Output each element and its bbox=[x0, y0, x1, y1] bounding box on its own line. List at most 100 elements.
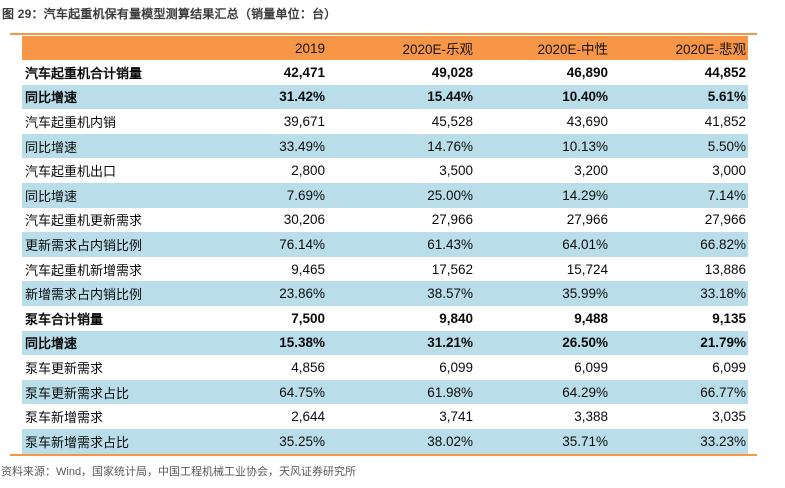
table-row: 泵车更新需求 4,856 6,099 6,099 6,099 bbox=[22, 355, 748, 380]
cell-value: 7.69% bbox=[286, 187, 325, 203]
table-body: 汽车起重机合计销量 42,471 49,028 46,890 44,852 同比增速 31.… bbox=[22, 60, 748, 454]
table-row: 汽车起重机更新需求 30,206 27,966 27,966 27,966 bbox=[22, 208, 748, 233]
cell-value: 15.38% bbox=[279, 335, 325, 351]
cell-value: 46,890 bbox=[566, 64, 608, 80]
cell-value: 9,840 bbox=[439, 310, 473, 326]
table-row: 同比增速 31.42% 15.44% 10.40% 5.61% bbox=[22, 84, 748, 110]
cell-value: 61.43% bbox=[427, 236, 473, 252]
table-row: 新增需求占内销比例 23.86% 38.57% 35.99% 33.18% bbox=[22, 281, 748, 306]
cell-value: 27,966 bbox=[704, 212, 746, 228]
cell-value: 14.76% bbox=[427, 138, 473, 154]
cell-value: 17,562 bbox=[431, 261, 473, 277]
row-label: 汽车起重机新增需求 bbox=[25, 262, 143, 278]
cell-value: 3,035 bbox=[712, 409, 746, 425]
cell-value: 42,471 bbox=[283, 64, 325, 80]
cell-value: 13,886 bbox=[704, 261, 746, 277]
cell-value: 14.29% bbox=[562, 187, 608, 203]
column-header: 2020E-乐观 bbox=[327, 36, 475, 60]
cell-value: 15,724 bbox=[566, 261, 608, 277]
cell-value: 25.00% bbox=[427, 187, 473, 203]
cell-value: 2,800 bbox=[291, 163, 325, 179]
cell-value: 5.50% bbox=[707, 138, 746, 154]
table-row: 同比增速 15.38% 31.21% 26.50% 21.79% bbox=[22, 330, 748, 356]
row-label: 汽车起重机更新需求 bbox=[25, 213, 143, 229]
table-bottom-rule bbox=[10, 454, 757, 456]
cell-value: 30,206 bbox=[283, 212, 325, 228]
row-label: 汽车起重机出口 bbox=[25, 164, 117, 180]
cell-value: 61.98% bbox=[427, 384, 473, 400]
column-header: 2020E-悲观 bbox=[610, 36, 748, 60]
cell-value: 66.82% bbox=[700, 236, 746, 252]
row-label: 泵车合计销量 bbox=[25, 311, 104, 327]
table-row: 汽车起重机合计销量 42,471 49,028 46,890 44,852 bbox=[22, 60, 748, 85]
row-label: 同比增速 bbox=[25, 188, 78, 204]
cell-value: 35.25% bbox=[279, 433, 325, 449]
row-label: 泵车更新需求 bbox=[25, 360, 104, 376]
cell-value: 10.13% bbox=[562, 138, 608, 154]
row-label: 同比增速 bbox=[25, 139, 78, 155]
cell-value: 4,856 bbox=[291, 359, 325, 375]
table-row: 泵车合计销量 7,500 9,840 9,488 9,135 bbox=[22, 306, 748, 331]
model-results-table: 2019 2020E-乐观 2020E-中性 2020E-悲观 汽车起重机合计销量 42… bbox=[22, 36, 748, 454]
row-label: 泵车新增需求占比 bbox=[25, 434, 130, 450]
row-label: 同比增速 bbox=[25, 336, 78, 352]
table-top-rule bbox=[10, 33, 757, 35]
row-label: 更新需求占内销比例 bbox=[25, 237, 143, 253]
cell-value: 39,671 bbox=[283, 113, 325, 129]
table-row: 泵车新增需求占比 35.25% 38.02% 35.71% 33.23% bbox=[22, 428, 748, 454]
table-header-row: 2019 2020E-乐观 2020E-中性 2020E-悲观 bbox=[22, 36, 748, 60]
row-label: 汽车起重机内销 bbox=[25, 114, 117, 130]
cell-value: 3,388 bbox=[574, 409, 608, 425]
table-row: 汽车起重机出口 2,800 3,500 3,200 3,000 bbox=[22, 158, 748, 183]
cell-value: 15.44% bbox=[427, 89, 473, 105]
cell-value: 21.79% bbox=[700, 335, 746, 351]
cell-value: 38.02% bbox=[427, 433, 473, 449]
cell-value: 44,852 bbox=[704, 64, 746, 80]
cell-value: 64.01% bbox=[562, 236, 608, 252]
cell-value: 66.77% bbox=[700, 384, 746, 400]
column-header-empty bbox=[22, 36, 192, 60]
cell-value: 41,852 bbox=[704, 113, 746, 129]
cell-value: 6,099 bbox=[439, 359, 473, 375]
table-row: 泵车新增需求 2,644 3,741 3,388 3,035 bbox=[22, 404, 748, 429]
table-row: 泵车更新需求占比 64.75% 61.98% 64.29% 66.77% bbox=[22, 379, 748, 405]
row-label: 泵车新增需求 bbox=[25, 410, 104, 426]
cell-value: 6,099 bbox=[712, 359, 746, 375]
cell-value: 38.57% bbox=[427, 286, 473, 302]
row-label: 泵车更新需求占比 bbox=[25, 385, 130, 401]
table-row: 汽车起重机新增需求 9,465 17,562 15,724 13,886 bbox=[22, 257, 748, 282]
table-row: 同比增速 33.49% 14.76% 10.13% 5.50% bbox=[22, 133, 748, 159]
cell-value: 23.86% bbox=[279, 286, 325, 302]
cell-value: 2,644 bbox=[291, 409, 325, 425]
cell-value: 45,528 bbox=[431, 113, 473, 129]
cell-value: 31.21% bbox=[427, 335, 473, 351]
cell-value: 10.40% bbox=[562, 89, 608, 105]
row-label: 新增需求占内销比例 bbox=[25, 287, 143, 303]
cell-value: 6,099 bbox=[574, 359, 608, 375]
figure-title: 图 29：汽车起重机保有量模型测算结果汇总（销量单位：台） bbox=[2, 7, 337, 21]
cell-value: 35.71% bbox=[562, 433, 608, 449]
cell-value: 27,966 bbox=[566, 212, 608, 228]
cell-value: 7,500 bbox=[291, 310, 325, 326]
cell-value: 3,500 bbox=[439, 163, 473, 179]
row-label: 汽车起重机合计销量 bbox=[25, 65, 143, 81]
cell-value: 9,488 bbox=[574, 310, 608, 326]
cell-value: 43,690 bbox=[566, 113, 608, 129]
cell-value: 9,135 bbox=[712, 310, 746, 326]
source-note: 资料来源：Wind，国家统计局，中国工程机械工业协会，天风证券研究所 bbox=[1, 466, 357, 478]
cell-value: 35.99% bbox=[562, 286, 608, 302]
table-row: 汽车起重机内销 39,671 45,528 43,690 41,852 bbox=[22, 109, 748, 134]
cell-value: 3,000 bbox=[712, 163, 746, 179]
cell-value: 5.61% bbox=[707, 89, 746, 105]
cell-value: 3,741 bbox=[439, 409, 473, 425]
row-label: 同比增速 bbox=[25, 90, 78, 106]
cell-value: 64.29% bbox=[562, 384, 608, 400]
cell-value: 33.18% bbox=[700, 286, 746, 302]
cell-value: 33.23% bbox=[700, 433, 746, 449]
cell-value: 7.14% bbox=[707, 187, 746, 203]
cell-value: 64.75% bbox=[279, 384, 325, 400]
cell-value: 3,200 bbox=[574, 163, 608, 179]
cell-value: 76.14% bbox=[279, 236, 325, 252]
column-header: 2019 bbox=[192, 36, 327, 60]
table-row: 同比增速 7.69% 25.00% 14.29% 7.14% bbox=[22, 182, 748, 208]
